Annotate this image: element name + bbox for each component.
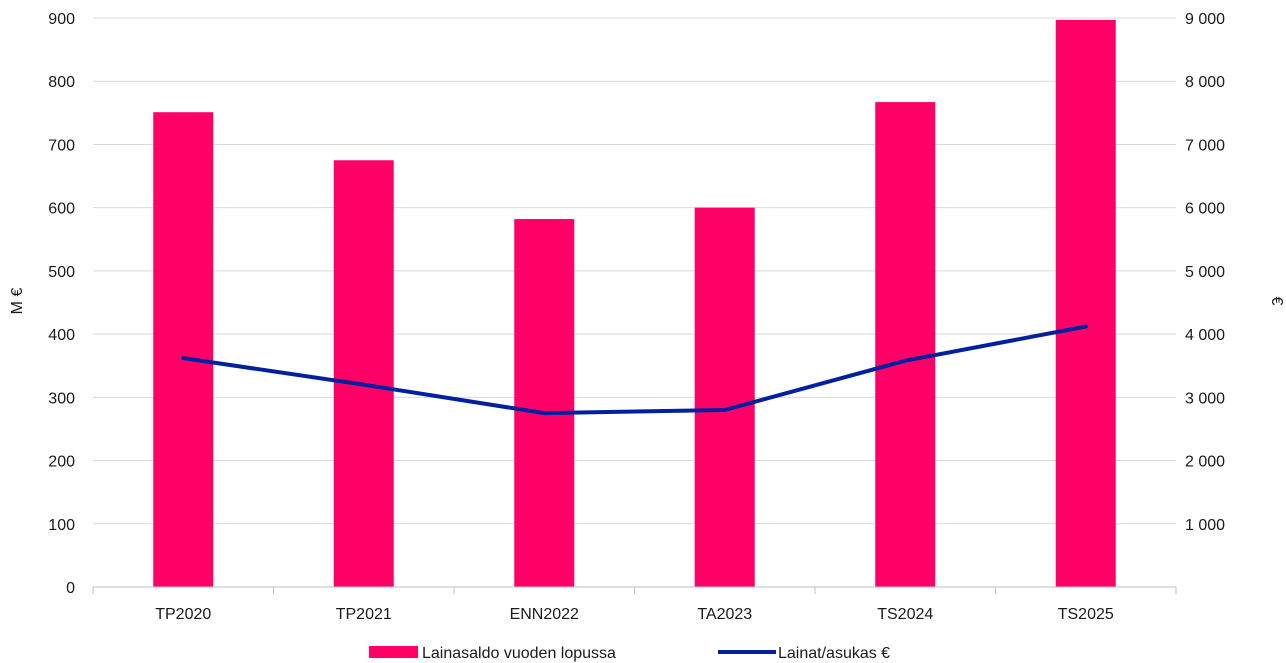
y-tick-left: 400 bbox=[48, 327, 75, 344]
bar bbox=[694, 207, 755, 587]
axes bbox=[92, 586, 1177, 594]
y-tick-right: 3 000 bbox=[1185, 390, 1225, 407]
y-axis-left-ticks: 0 100 200 300 400 500 600 700 800 900 bbox=[48, 11, 75, 597]
y-tick-left: 500 bbox=[48, 264, 75, 281]
line-series bbox=[181, 324, 1088, 416]
x-tick-label: TS2024 bbox=[877, 606, 933, 623]
bar bbox=[514, 219, 575, 587]
y-tick-right: 8 000 bbox=[1185, 74, 1225, 91]
y-axis-right-ticks: 1 000 2 000 3 000 4 000 5 000 6 000 7 000 8 000… bbox=[1185, 11, 1225, 534]
x-axis-ticks: TP2020 TP2021 ENN2022 TA2023 TS2024 TS2025 bbox=[155, 606, 1114, 623]
bar bbox=[875, 102, 936, 587]
y-tick-left: 0 bbox=[66, 580, 75, 597]
x-tick-label: TP2021 bbox=[336, 606, 392, 623]
legend-label-bar: Lainasaldo vuoden lopussa bbox=[422, 645, 616, 662]
bar bbox=[1055, 19, 1116, 587]
y-tick-left: 900 bbox=[48, 11, 75, 28]
y-tick-right: 9 000 bbox=[1185, 11, 1225, 28]
y-tick-left: 100 bbox=[48, 517, 75, 534]
legend-swatch-bar bbox=[369, 646, 418, 658]
x-tick-label: TS2025 bbox=[1058, 606, 1114, 623]
legend-label-line: Lainat/asukas € bbox=[778, 645, 890, 662]
line-series-path bbox=[181, 324, 1088, 416]
legend: Lainasaldo vuoden lopussa Lainat/asukas … bbox=[369, 645, 890, 662]
y-tick-right: 1 000 bbox=[1185, 517, 1225, 534]
y-tick-right: 6 000 bbox=[1185, 201, 1225, 218]
y-tick-right: 5 000 bbox=[1185, 264, 1225, 281]
y-axis-left-title: M € bbox=[9, 288, 26, 315]
bar bbox=[153, 112, 214, 587]
y-tick-left: 300 bbox=[48, 390, 75, 407]
x-tick-label: TA2023 bbox=[697, 606, 752, 623]
bar bbox=[333, 160, 394, 587]
x-tick-label: ENN2022 bbox=[510, 606, 579, 623]
y-tick-left: 800 bbox=[48, 74, 75, 91]
y-tick-left: 600 bbox=[48, 201, 75, 218]
y-tick-right: 4 000 bbox=[1185, 327, 1225, 344]
x-tick-label: TP2020 bbox=[155, 606, 211, 623]
y-axis-right-title: € bbox=[1268, 297, 1285, 306]
bar-series bbox=[153, 19, 1116, 587]
y-tick-right: 2 000 bbox=[1185, 454, 1225, 471]
y-tick-right: 7 000 bbox=[1185, 137, 1225, 154]
y-tick-left: 700 bbox=[48, 137, 75, 154]
y-tick-left: 200 bbox=[48, 454, 75, 471]
gridlines bbox=[93, 17, 1176, 525]
